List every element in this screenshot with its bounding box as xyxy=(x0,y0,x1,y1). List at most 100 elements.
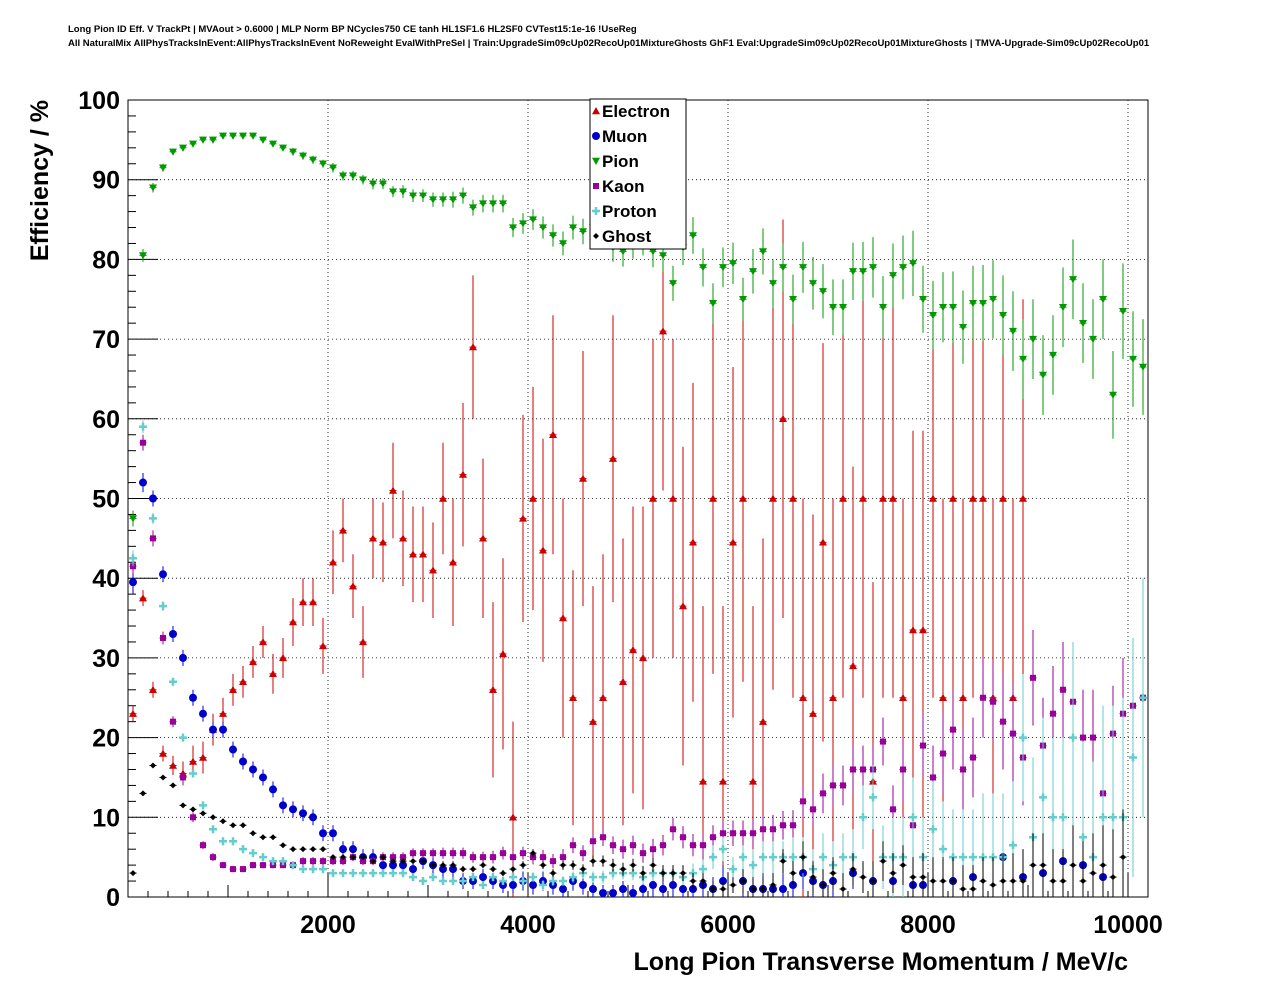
electron-point xyxy=(509,813,517,821)
pion-point xyxy=(529,216,537,224)
electron-point xyxy=(699,777,707,785)
ghost-point xyxy=(760,886,766,893)
proton-point xyxy=(929,825,937,834)
pion-point xyxy=(479,200,487,208)
pion-point xyxy=(619,248,627,256)
electron-point xyxy=(589,717,597,725)
y-tick-label: 50 xyxy=(92,486,120,514)
pion-point xyxy=(519,220,527,228)
pion-point xyxy=(339,172,347,180)
legend-box xyxy=(589,98,687,250)
proton-point xyxy=(169,677,177,686)
electron-point xyxy=(499,649,507,658)
kaon-point xyxy=(240,866,246,873)
ghost-point xyxy=(460,866,466,873)
pion-point xyxy=(279,144,287,152)
ghost-point xyxy=(500,870,506,877)
kaon-point xyxy=(930,774,936,781)
pion-point xyxy=(999,311,1007,320)
proton-point xyxy=(559,877,567,886)
grid xyxy=(128,100,1148,897)
pion-point xyxy=(909,260,917,268)
electron-point xyxy=(719,777,727,785)
proton-point xyxy=(839,853,847,862)
electron-point xyxy=(759,717,767,725)
ghost-point xyxy=(900,862,906,869)
muon-point xyxy=(679,885,687,894)
muon-point xyxy=(179,653,187,662)
muon-point xyxy=(609,889,617,898)
kaon-point xyxy=(520,850,526,857)
muon-point xyxy=(599,889,607,898)
kaon-point xyxy=(580,850,586,857)
pion-point xyxy=(709,300,717,308)
pion-point xyxy=(309,156,317,164)
muon-point xyxy=(649,881,657,890)
ghost-point xyxy=(700,878,706,885)
pion-point xyxy=(199,136,207,144)
legend-ghost-label: Ghost xyxy=(602,227,651,246)
electron-point xyxy=(449,558,457,566)
pion-point xyxy=(249,132,257,140)
pion-point xyxy=(359,176,367,184)
electron-point xyxy=(969,494,977,502)
kaon-point xyxy=(480,854,486,861)
ghost-point xyxy=(280,842,286,849)
legend-kaon-label: Kaon xyxy=(602,177,645,196)
pion-point xyxy=(739,296,747,304)
kaon-point xyxy=(860,766,866,773)
ghost-point xyxy=(610,862,616,869)
pion-point xyxy=(239,132,247,140)
kaon-point xyxy=(770,826,776,833)
proton-point xyxy=(859,813,867,822)
pion-point xyxy=(1109,391,1117,399)
pion-point xyxy=(449,196,457,204)
proton-point xyxy=(499,877,507,886)
proton-point xyxy=(389,869,397,878)
electron-point xyxy=(519,514,527,522)
electron-point xyxy=(299,598,307,606)
pion-point xyxy=(569,224,577,232)
muon-point xyxy=(309,813,317,822)
proton-point xyxy=(589,873,597,882)
proton-point xyxy=(819,853,827,862)
electron-point xyxy=(849,661,857,670)
electron-point xyxy=(539,546,547,554)
electron-point xyxy=(599,693,607,701)
muon-point xyxy=(209,725,217,734)
electron-point xyxy=(619,677,627,686)
ghost-point xyxy=(1000,878,1006,885)
ghost-point xyxy=(930,878,936,885)
kaon-point xyxy=(550,858,556,865)
proton-point xyxy=(469,873,477,882)
ghost-point xyxy=(510,866,516,873)
kaon-point xyxy=(820,790,826,797)
kaon-point xyxy=(490,854,496,861)
ghost-point xyxy=(340,854,346,861)
proton-point xyxy=(329,869,337,878)
muon-point xyxy=(269,785,277,794)
pion-point xyxy=(689,232,697,240)
muon-point xyxy=(259,773,267,782)
ghost-point xyxy=(1060,878,1066,885)
kaon-point xyxy=(1000,718,1006,725)
electron-point xyxy=(789,494,797,502)
kaon-point xyxy=(780,822,786,829)
pion-point xyxy=(139,252,147,260)
y-tick-label: 80 xyxy=(92,246,120,274)
muon-point xyxy=(389,861,397,870)
electron-point xyxy=(329,558,337,566)
ghost-point xyxy=(310,846,316,853)
kaon-point xyxy=(830,782,836,789)
pion-point xyxy=(259,136,267,144)
electron-point xyxy=(859,494,867,502)
proton-point xyxy=(869,793,877,802)
ghost-point xyxy=(450,862,456,869)
electron-point xyxy=(319,641,327,650)
pion-point xyxy=(839,304,847,312)
ghost-point xyxy=(720,886,726,893)
kaon-point xyxy=(360,858,366,865)
muon-point xyxy=(329,829,337,838)
proton-point xyxy=(759,853,767,862)
ghost-point xyxy=(880,858,886,865)
